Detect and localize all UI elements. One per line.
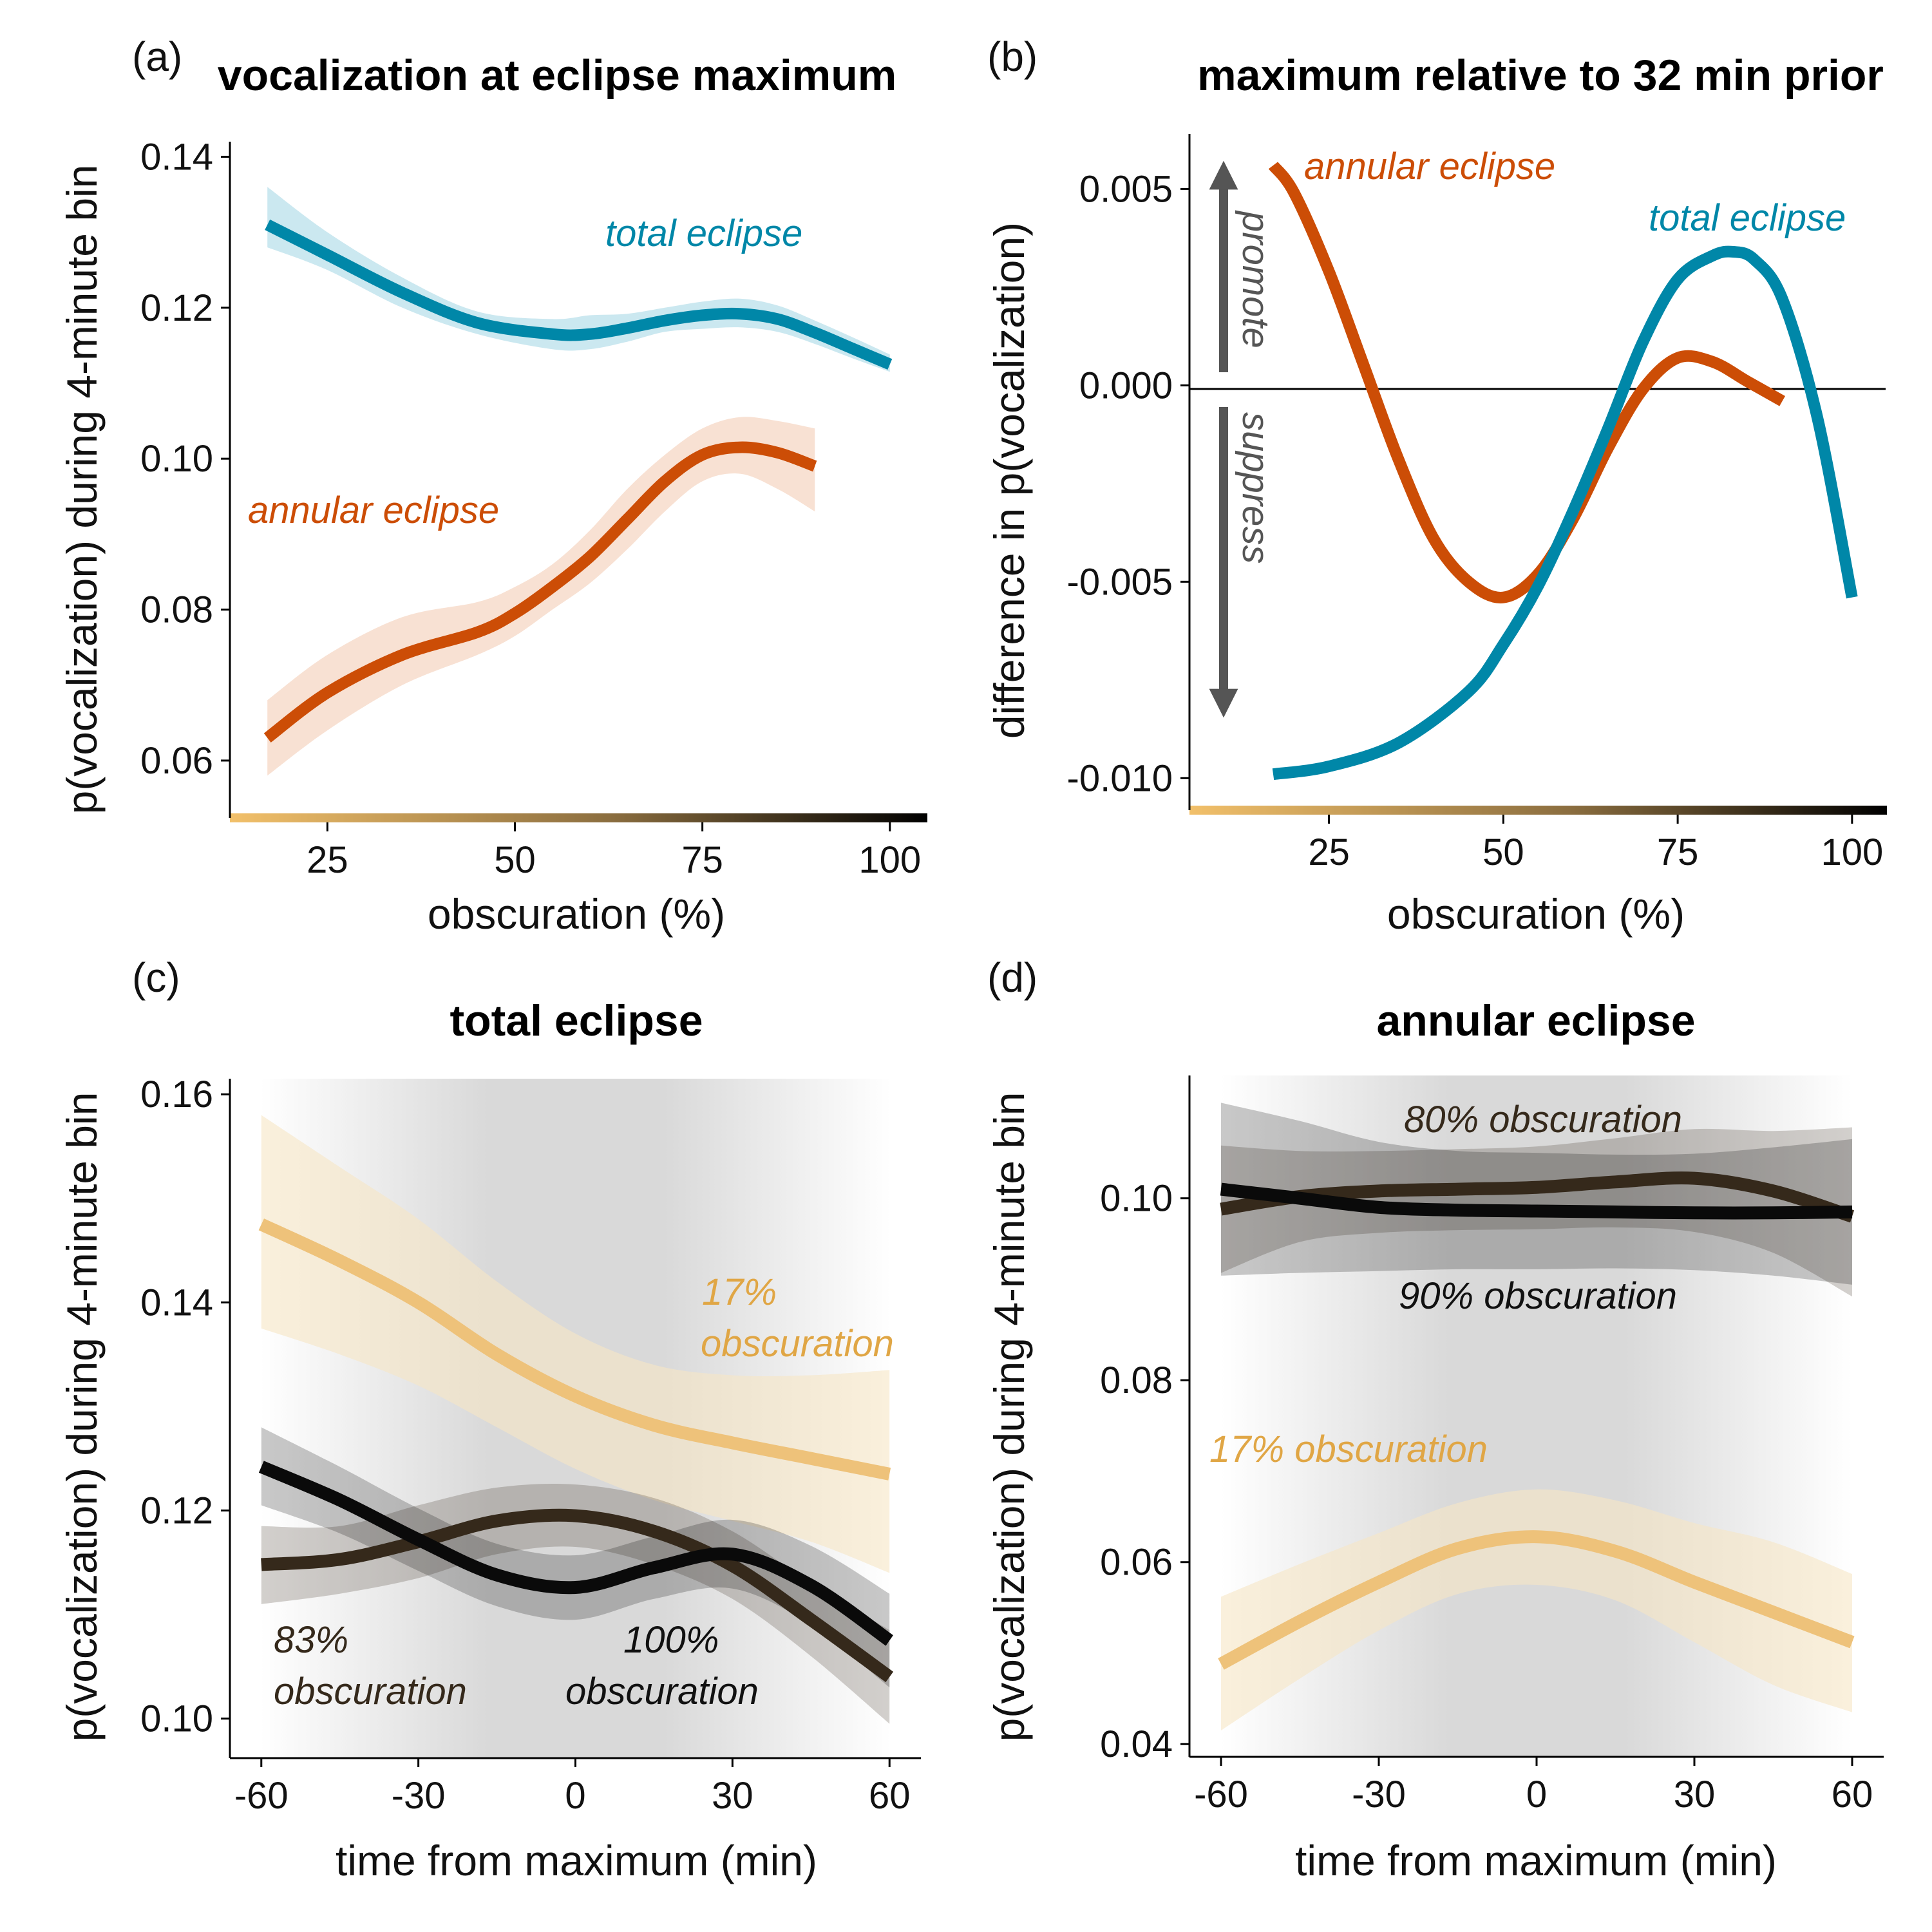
panel-a-series-line-0 — [265, 219, 893, 370]
panel-a-y-tick-label: 0.10 — [140, 438, 213, 480]
panel-b-x-tick-label: 100 — [1821, 831, 1883, 873]
panel-b-y-tick-label: 0.000 — [1079, 365, 1173, 406]
panel-a: (a) vocalization at eclipse maximum 0.06… — [58, 33, 927, 938]
panel-tag-d: (d) — [987, 954, 1037, 1001]
panel-d-y-ticks: 0.04 0.06 0.08 0.10 — [1100, 1178, 1189, 1765]
panel-c-series-line-0 — [258, 1218, 891, 1481]
panel-d-x-ticks: -60 -30 0 30 60 — [1194, 1757, 1873, 1815]
promote-label: promote — [1235, 210, 1276, 348]
panel-a-y-tick-label: 0.12 — [140, 287, 213, 329]
panel-c-title: total eclipse — [450, 996, 703, 1045]
panel-c-x-tick-label: 0 — [565, 1775, 585, 1817]
panel-b-series-line-1 — [1272, 245, 1858, 781]
panel-a-y-tick-label: 0.06 — [140, 740, 213, 782]
panel-d-x-tick-label: -60 — [1194, 1774, 1248, 1815]
panel-b-obscuration-colorbar — [1189, 806, 1887, 815]
panel-b-y-tick-label: -0.005 — [1067, 561, 1173, 603]
panel-c-y-tick-label: 0.16 — [140, 1074, 213, 1115]
panel-b: (b) maximum relative to 32 min prior -0.… — [985, 33, 1887, 938]
panel-c-y-tick-label: 0.12 — [140, 1490, 213, 1531]
panel-b-y-tick-label: 0.005 — [1079, 168, 1173, 210]
panel-d-series-line-2 — [1220, 1182, 1853, 1220]
panel-b-label-annular: annular eclipse — [1304, 146, 1555, 187]
suppress-label: suppress — [1235, 412, 1276, 564]
panel-b-x-tick-label: 50 — [1482, 831, 1524, 873]
panel-d-x-axis-title: time from maximum (min) — [1295, 1837, 1777, 1884]
panel-c-label-17-line2: obscuration — [701, 1323, 894, 1365]
panel-a-label-total: total eclipse — [605, 213, 802, 254]
panel-c-band-2 — [261, 1427, 890, 1688]
panel-a-series-line-1 — [263, 441, 817, 743]
panel-c-x-tick-label: 30 — [712, 1775, 753, 1817]
panel-d-y-tick-label: 0.10 — [1100, 1178, 1173, 1220]
panel-b-y-axis-title: difference in p(vocalization) — [985, 222, 1033, 739]
panel-d-y-tick-label: 0.06 — [1100, 1542, 1173, 1584]
panel-b-x-tick-label: 25 — [1308, 831, 1350, 873]
panel-c-x-tick-label: -60 — [234, 1775, 289, 1817]
panel-tag-b: (b) — [987, 33, 1037, 80]
panel-a-y-tick-label: 0.08 — [140, 589, 213, 631]
panel-c-label-83-line2: obscuration — [274, 1671, 467, 1712]
panel-d-x-tick-label: -30 — [1352, 1774, 1406, 1815]
panel-c-y-axis-title: p(vocalization) during 4-minute bin — [58, 1092, 106, 1742]
panel-c-label-17-line1: 17% — [702, 1271, 777, 1313]
panel-d-title: annular eclipse — [1376, 996, 1695, 1045]
panel-c-x-ticks: -60 -30 0 30 60 — [234, 1758, 911, 1817]
panel-b-title: maximum relative to 32 min prior — [1197, 51, 1884, 100]
panel-c: (c) total eclipse 0.10 0.12 0.14 0.16 -60 -3… — [58, 954, 921, 1884]
panel-c-label-100-line1: 100% — [623, 1619, 719, 1661]
panel-d-lines — [1218, 1171, 1855, 1670]
panel-d-y-axis-title: p(vocalization) during 4-minute bin — [985, 1092, 1033, 1742]
panel-d-label-90: 90% obscuration — [1399, 1275, 1677, 1317]
panel-tag-a: (a) — [132, 33, 182, 80]
panel-c-x-tick-label: -30 — [392, 1775, 446, 1817]
panel-c-y-ticks: 0.10 0.12 0.14 0.16 — [140, 1074, 230, 1740]
panel-b-x-ticks: 25 50 75 100 — [1308, 815, 1883, 873]
panel-c-y-tick-label: 0.14 — [140, 1282, 213, 1323]
panel-b-y-ticks: -0.010 -0.005 0.000 0.005 — [1067, 168, 1189, 799]
panel-b-label-total: total eclipse — [1649, 197, 1846, 239]
panel-a-y-tick-label: 0.14 — [140, 136, 213, 178]
panel-c-band-0 — [261, 1115, 890, 1573]
panel-a-x-tick-label: 25 — [307, 839, 348, 881]
panel-d-x-tick-label: 0 — [1526, 1774, 1547, 1815]
panel-d-series-line-0 — [1218, 1530, 1855, 1670]
panel-d-x-tick-label: 60 — [1832, 1774, 1873, 1815]
panel-d-y-tick-label: 0.04 — [1100, 1723, 1173, 1765]
panel-c-label-100-line2: obscuration — [565, 1671, 759, 1712]
panel-c-lines — [258, 1218, 894, 1683]
panel-tag-c: (c) — [132, 954, 180, 1001]
panel-d-label-80: 80% obscuration — [1404, 1099, 1682, 1141]
panel-a-x-tick-label: 100 — [858, 839, 921, 881]
panel-a-title: vocalization at eclipse maximum — [218, 51, 896, 100]
panel-d-label-17: 17% obscuration — [1209, 1428, 1488, 1470]
panel-b-lines — [1268, 161, 1858, 781]
panel-c-x-axis-title: time from maximum (min) — [336, 1837, 817, 1884]
panel-a-x-axis-title: obscuration (%) — [428, 890, 725, 938]
panel-b-x-axis-title: obscuration (%) — [1387, 890, 1685, 938]
panel-a-band-0 — [267, 187, 890, 372]
panel-d-series-line-1 — [1220, 1171, 1855, 1223]
panel-a-lines — [263, 219, 893, 743]
panel-c-series-line-1 — [261, 1508, 894, 1683]
panel-a-y-ticks: 0.06 0.08 0.10 0.12 0.14 — [140, 136, 230, 782]
panel-b-y-tick-label: -0.010 — [1067, 757, 1173, 799]
panel-a-x-tick-label: 50 — [494, 839, 536, 881]
panel-b-x-tick-label: 75 — [1657, 831, 1699, 873]
panel-d-band-0 — [1221, 1489, 1852, 1730]
panel-d: (d) annular eclipse 0.04 0.06 0.08 0.10 -60… — [985, 954, 1884, 1884]
panel-c-x-tick-label: 60 — [869, 1775, 911, 1817]
panel-c-y-tick-label: 0.10 — [140, 1698, 213, 1740]
panel-a-y-axis-title: p(vocalization) during 4-minute bin — [58, 165, 106, 815]
panel-d-x-tick-label: 30 — [1674, 1774, 1716, 1815]
panel-c-label-83-line1: 83% — [274, 1619, 348, 1661]
panel-c-series-line-2 — [258, 1461, 893, 1646]
panel-a-x-tick-label: 75 — [681, 839, 723, 881]
panel-a-obscuration-colorbar — [230, 813, 927, 822]
panel-b-series-line-0 — [1268, 161, 1786, 603]
panel-a-x-ticks: 25 50 75 100 — [307, 822, 921, 881]
panel-d-y-tick-label: 0.08 — [1100, 1359, 1173, 1401]
panel-a-label-annular: annular eclipse — [248, 489, 499, 531]
